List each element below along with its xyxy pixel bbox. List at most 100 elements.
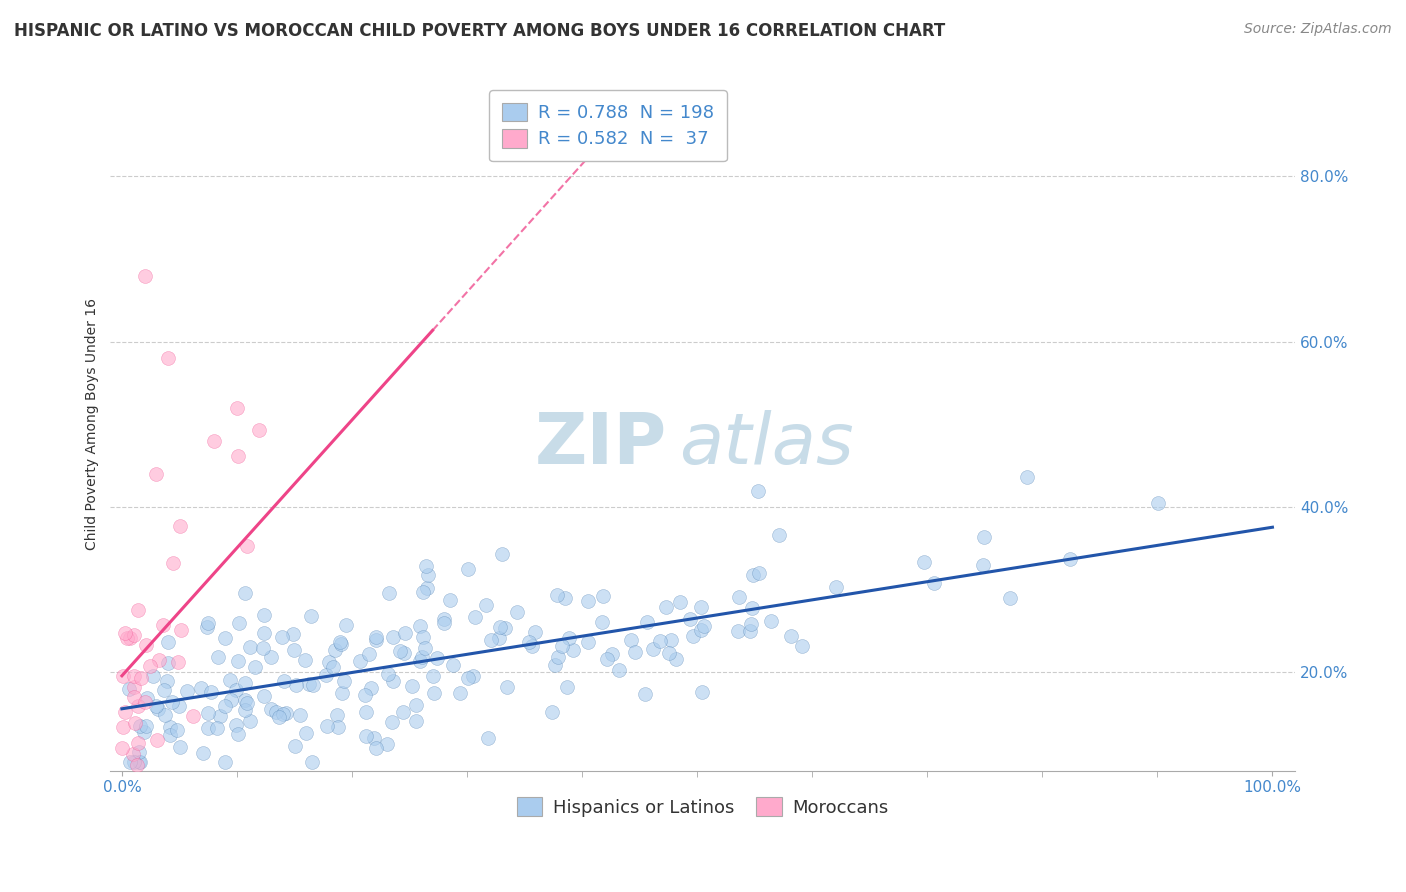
Point	[325, 643, 347, 657]
Point	[195, 620, 218, 634]
Point	[152, 683, 174, 698]
Point	[112, 720, 135, 734]
Point	[665, 652, 688, 666]
Point	[114, 705, 136, 719]
Point	[299, 608, 322, 623]
Point	[422, 669, 444, 683]
Point	[197, 706, 219, 720]
Point	[1000, 591, 1022, 605]
Point	[648, 633, 671, 648]
Point	[353, 688, 375, 702]
Point	[139, 658, 162, 673]
Point	[128, 719, 150, 733]
Point	[689, 599, 711, 614]
Point	[824, 580, 846, 594]
Point	[412, 630, 434, 644]
Point	[225, 683, 247, 698]
Point	[392, 647, 415, 661]
Point	[226, 401, 249, 415]
Point	[349, 654, 371, 668]
Point	[128, 745, 150, 759]
Point	[322, 659, 344, 673]
Point	[779, 629, 801, 643]
Point	[354, 729, 377, 743]
Point	[233, 703, 256, 717]
Text: atlas: atlas	[679, 410, 853, 479]
Point	[547, 650, 569, 665]
Point	[623, 645, 645, 659]
Point	[546, 588, 568, 602]
Point	[491, 547, 513, 561]
Point	[264, 706, 287, 720]
Point	[335, 617, 357, 632]
Point	[433, 616, 456, 631]
Point	[197, 721, 219, 735]
Point	[382, 674, 405, 689]
Point	[409, 619, 432, 633]
Point	[233, 586, 256, 600]
Point	[225, 718, 247, 732]
Point	[544, 658, 567, 673]
Point	[148, 652, 170, 666]
Point	[176, 684, 198, 698]
Point	[298, 677, 321, 691]
Point	[479, 632, 502, 647]
Point	[740, 617, 762, 632]
Point	[114, 625, 136, 640]
Point	[214, 756, 236, 770]
Point	[489, 620, 512, 634]
Point	[596, 651, 619, 665]
Point	[412, 585, 434, 599]
Y-axis label: Child Poverty Among Boys Under 16: Child Poverty Among Boys Under 16	[86, 298, 100, 550]
Point	[226, 654, 249, 668]
Point	[153, 707, 176, 722]
Point	[202, 434, 225, 448]
Point	[738, 624, 761, 638]
Point	[1059, 551, 1081, 566]
Point	[207, 650, 229, 665]
Point	[136, 690, 159, 705]
Point	[668, 594, 690, 608]
Point	[636, 615, 658, 629]
Point	[426, 650, 449, 665]
Point	[333, 674, 356, 689]
Point	[125, 757, 148, 772]
Point	[972, 558, 994, 572]
Point	[129, 671, 152, 685]
Point	[221, 693, 243, 707]
Point	[364, 633, 387, 648]
Point	[166, 655, 188, 669]
Point	[375, 738, 398, 752]
Point	[134, 695, 156, 709]
Point	[551, 639, 574, 653]
Point	[768, 527, 790, 541]
Point	[235, 697, 257, 711]
Point	[252, 641, 274, 656]
Point	[273, 673, 295, 688]
Point	[271, 630, 294, 644]
Point	[260, 649, 283, 664]
Point	[922, 576, 945, 591]
Point	[679, 612, 702, 626]
Point	[253, 608, 276, 623]
Point	[228, 616, 250, 631]
Point	[728, 590, 751, 604]
Point	[129, 756, 152, 770]
Point	[364, 630, 387, 644]
Legend: Hispanics or Latinos, Moroccans: Hispanics or Latinos, Moroccans	[510, 790, 896, 824]
Point	[122, 690, 145, 704]
Point	[157, 634, 180, 648]
Point	[156, 351, 179, 365]
Point	[117, 631, 139, 645]
Point	[200, 685, 222, 699]
Point	[389, 644, 412, 658]
Point	[294, 653, 316, 667]
Point	[415, 581, 437, 595]
Point	[162, 556, 184, 570]
Point	[433, 612, 456, 626]
Point	[401, 679, 423, 693]
Point	[562, 643, 585, 657]
Point	[122, 628, 145, 642]
Point	[134, 268, 156, 283]
Point	[557, 681, 579, 695]
